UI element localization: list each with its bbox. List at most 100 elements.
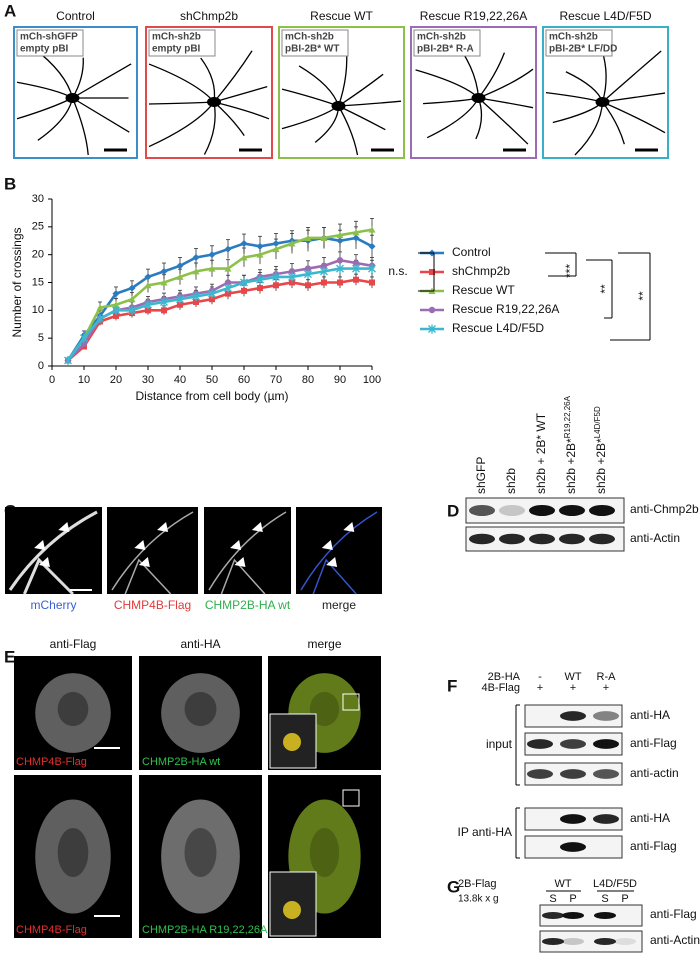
panel-label: A [4, 1, 16, 20]
image-label: mCh-sh2b [417, 32, 466, 43]
panel-title: shChmp2b [180, 9, 238, 23]
panel-label: G [447, 877, 460, 896]
lane-text: shGFP [474, 457, 488, 494]
lane-label: + [570, 682, 576, 694]
neurite [208, 511, 287, 595]
annotation: ** [636, 291, 650, 301]
marker [256, 275, 264, 285]
marker [192, 291, 200, 301]
marker [369, 279, 375, 286]
neurite [208, 511, 287, 591]
lane-label: P [621, 893, 628, 905]
marker [128, 295, 136, 303]
marker [257, 285, 263, 292]
marker [176, 294, 184, 304]
band [469, 533, 495, 545]
band [529, 505, 555, 516]
band [589, 533, 615, 545]
marker [225, 290, 231, 297]
band [593, 711, 619, 721]
marker [241, 287, 247, 294]
x-tick-label: 0 [49, 374, 55, 386]
band [559, 505, 585, 516]
neurite [312, 558, 357, 595]
band [593, 739, 619, 749]
arrowhead [157, 522, 169, 532]
lane-label: shGFP [474, 457, 488, 494]
neurite [111, 511, 194, 595]
lane-label: + [603, 682, 609, 694]
lane-text: sh2b [504, 468, 518, 494]
neurite [8, 510, 98, 591]
lane-text: sh2b +2B* [564, 438, 578, 494]
roi [342, 693, 360, 711]
x-tick-label: 70 [270, 374, 282, 386]
soma [65, 93, 80, 103]
column-header: anti-HA [180, 637, 220, 651]
marker [336, 257, 344, 264]
legend-label: shChmp2b [452, 264, 510, 278]
channel-label: merge [322, 598, 356, 612]
marker [144, 300, 152, 310]
legend-label: Rescue R19,22,26A [452, 302, 559, 316]
series-line [66, 228, 373, 362]
arrowhead [134, 540, 146, 550]
marker [304, 269, 312, 279]
dendrite [602, 101, 666, 134]
channel-label: CHMP4B-Flag [114, 598, 191, 612]
panel-title: Rescue WT [310, 9, 373, 23]
soma [207, 97, 221, 107]
soma [471, 93, 486, 103]
group-label: input [486, 737, 513, 751]
image-label: CHMP4B-Flag [16, 924, 87, 936]
panel-title: Rescue R19,22,26A [420, 9, 527, 23]
neurite [300, 511, 378, 595]
marker [289, 279, 295, 286]
marker [336, 231, 344, 239]
lane-label: - [538, 671, 542, 683]
column-header: anti-Flag [50, 637, 97, 651]
y-tick-label: 5 [38, 332, 44, 344]
marker [428, 324, 436, 334]
x-tick-label: 30 [142, 374, 154, 386]
dendrite [602, 50, 662, 103]
band [529, 533, 555, 545]
marker [209, 296, 215, 303]
lane-label: WT [564, 671, 581, 683]
neurite [8, 510, 98, 596]
group-label: L4D/F5D [593, 878, 637, 890]
x-tick-label: 100 [363, 374, 381, 386]
x-tick-label: 80 [302, 374, 314, 386]
marker [112, 305, 120, 315]
x-tick-label: 10 [78, 374, 90, 386]
neurite [124, 558, 172, 595]
image-label: pBI-2B* R-A [417, 44, 474, 55]
legend-label: Rescue WT [452, 283, 515, 297]
marker [208, 289, 216, 299]
marker [352, 259, 360, 267]
micrograph [5, 507, 102, 594]
marker [128, 305, 136, 315]
label-box [16, 29, 84, 57]
nucleus [57, 691, 89, 727]
marker [272, 272, 280, 282]
image-label: empty pBI [20, 44, 69, 55]
marker [256, 251, 264, 258]
marker [272, 240, 280, 248]
x-tick-label: 60 [238, 374, 250, 386]
lane-label: R-A [597, 671, 617, 683]
marker [428, 306, 436, 314]
neurite [220, 558, 266, 595]
condition-label: 2B-Flag [458, 878, 497, 890]
lane-label: sh2b [504, 468, 518, 494]
band [594, 912, 616, 919]
arrowhead [321, 540, 333, 550]
marker [224, 283, 232, 293]
marker [352, 264, 360, 274]
nucleus [57, 828, 89, 877]
marker [160, 297, 168, 307]
lane-text: sh2b + 2B* WT [534, 412, 548, 494]
marker [321, 279, 327, 286]
x-tick-label: 90 [334, 374, 346, 386]
inset-dots [283, 733, 301, 751]
